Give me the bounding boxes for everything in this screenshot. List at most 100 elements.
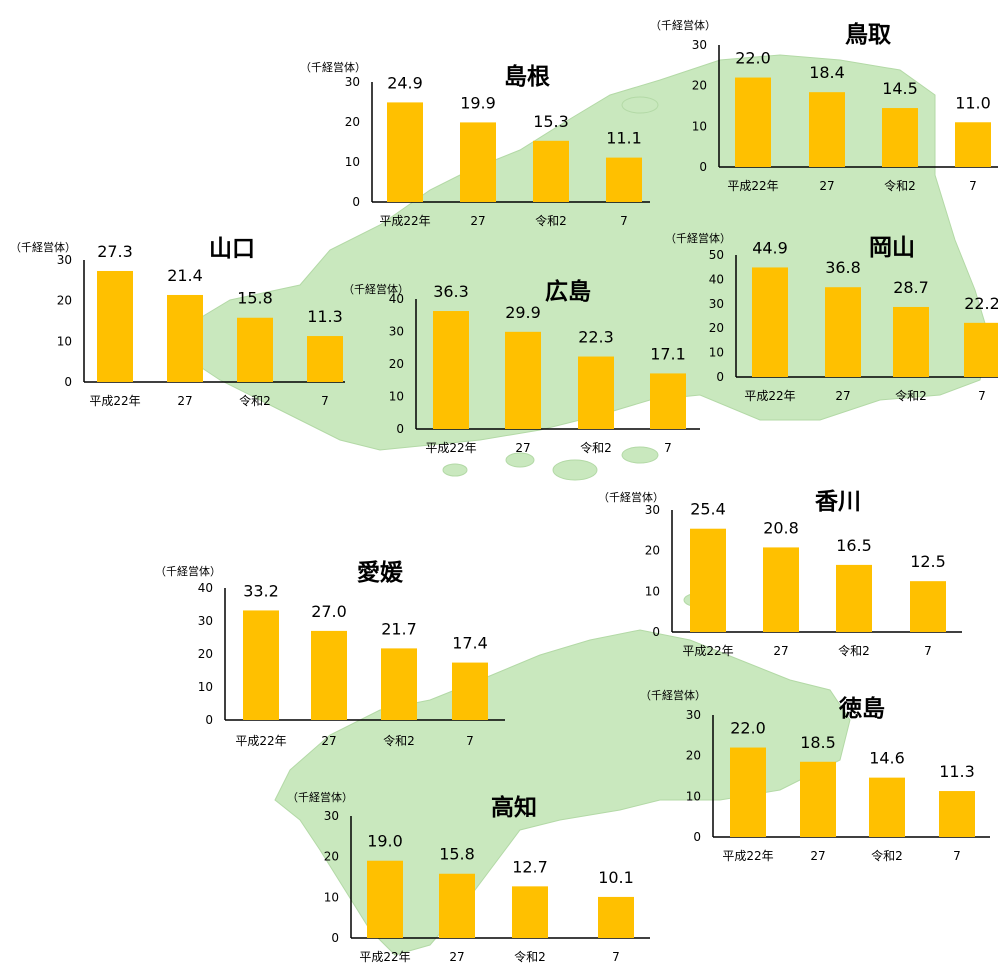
- x-tick-label: 平成22年: [727, 179, 778, 193]
- y-tick-label: 0: [396, 422, 404, 436]
- x-tick-label: 7: [953, 849, 961, 863]
- island-shape: [442, 463, 468, 477]
- data-label: 10.1: [598, 868, 634, 887]
- data-label: 17.4: [452, 634, 488, 653]
- data-label: 19.0: [367, 832, 403, 851]
- x-tick-label: 27: [177, 394, 192, 408]
- y-tick-label: 20: [692, 79, 707, 93]
- unit-label: （千経営体）: [300, 60, 366, 74]
- y-tick-label: 10: [324, 890, 339, 904]
- bar: [763, 547, 799, 632]
- y-tick-label: 0: [693, 830, 701, 844]
- x-tick-label: 7: [466, 734, 474, 748]
- chart-title: 岡山: [869, 235, 915, 261]
- chart-title: 高知: [491, 794, 537, 821]
- data-label: 22.0: [730, 719, 766, 738]
- bar: [606, 157, 642, 202]
- island-shape: [621, 96, 659, 114]
- x-tick-label: 令和2: [514, 949, 546, 964]
- y-tick-label: 40: [198, 581, 213, 595]
- chart-3: 山口 （千経営体） 0 10 20 30 27.3 平成22年 21.4 27 15.8 令和2 11.…: [10, 236, 345, 408]
- island-shape: [621, 446, 659, 464]
- x-tick-label: 令和2: [871, 848, 903, 863]
- data-label: 22.0: [735, 49, 771, 68]
- x-tick-label: 平成22年: [379, 214, 430, 228]
- chart-title: 島根: [504, 63, 550, 90]
- bar: [452, 662, 488, 720]
- unit-label: （千経営体）: [287, 790, 353, 804]
- y-tick-label: 20: [686, 749, 701, 763]
- y-tick-label: 30: [198, 614, 213, 628]
- data-label: 14.6: [869, 749, 905, 768]
- bar: [690, 528, 726, 632]
- y-tick-label: 20: [389, 357, 404, 371]
- x-tick-label: 7: [620, 214, 628, 228]
- bar: [367, 860, 403, 938]
- data-label: 15.3: [533, 112, 569, 131]
- data-label: 33.2: [243, 581, 279, 600]
- y-tick-label: 20: [57, 294, 72, 308]
- bar: [167, 294, 203, 382]
- y-tick-label: 0: [205, 713, 213, 727]
- y-tick-label: 50: [709, 248, 724, 262]
- y-tick-label: 0: [652, 625, 660, 639]
- data-label: 17.1: [650, 344, 686, 363]
- data-label: 20.8: [763, 518, 799, 537]
- island-shape: [552, 459, 598, 481]
- x-tick-label: 27: [470, 214, 485, 228]
- data-label: 11.0: [955, 93, 991, 112]
- data-label: 18.4: [809, 63, 845, 82]
- data-label: 27.0: [311, 602, 347, 621]
- x-tick-label: 平成22年: [235, 734, 286, 748]
- bar: [237, 317, 273, 382]
- bar: [964, 322, 998, 377]
- chart-6: 香川 （千経営体） 0 10 20 30 25.4 平成22年 20.8 27 16.5 令和2 12.…: [598, 489, 962, 658]
- bar: [439, 873, 475, 938]
- bar: [836, 564, 872, 632]
- bar: [307, 336, 343, 382]
- bar: [505, 331, 541, 429]
- y-tick-label: 30: [692, 38, 707, 52]
- x-tick-label: 27: [449, 950, 464, 964]
- chart-title: 山口: [209, 236, 255, 262]
- x-tick-label: 平成22年: [722, 849, 773, 863]
- x-tick-label: 令和2: [535, 213, 567, 228]
- x-tick-label: 令和2: [838, 643, 870, 658]
- unit-label: （千経営体）: [598, 490, 664, 504]
- chart-5: 岡山 （千経営体） 0 10 20 30 40 50 44.9 平成22年 36.8 27 28.7 令和…: [665, 231, 998, 403]
- island-shape: [505, 452, 535, 468]
- data-label: 22.3: [578, 328, 614, 347]
- data-label: 22.2: [964, 294, 998, 313]
- bar: [598, 896, 634, 938]
- data-label: 15.8: [439, 845, 475, 864]
- background-map: [179, 54, 991, 956]
- bar: [387, 102, 423, 202]
- data-label: 27.3: [97, 242, 133, 261]
- y-tick-label: 0: [64, 375, 72, 389]
- data-label: 24.9: [387, 73, 423, 92]
- chart-2: 鳥取 （千経営体） 0 10 20 30 22.0 平成22年 18.4 27 14.5 令和2 11.…: [650, 18, 998, 193]
- y-tick-label: 10: [57, 334, 72, 348]
- bar: [533, 140, 569, 202]
- y-tick-label: 20: [345, 115, 360, 129]
- y-tick-label: 20: [324, 850, 339, 864]
- data-label: 11.3: [939, 762, 975, 781]
- y-tick-label: 20: [709, 321, 724, 335]
- data-label: 12.7: [512, 857, 548, 876]
- data-label: 21.4: [167, 266, 203, 285]
- x-tick-label: 7: [612, 950, 620, 964]
- x-tick-label: 令和2: [895, 388, 927, 403]
- x-tick-label: 令和2: [580, 440, 612, 455]
- bar: [650, 373, 686, 429]
- x-tick-label: 平成22年: [89, 394, 140, 408]
- x-tick-label: 27: [819, 179, 834, 193]
- bar: [97, 270, 133, 382]
- unit-label: （千経営体）: [155, 564, 221, 578]
- y-tick-label: 10: [686, 789, 701, 803]
- data-label: 18.5: [800, 733, 836, 752]
- chart-8: 徳島 （千経営体） 0 10 20 30 22.0 平成22年 18.5 27 14.6 令和2 11.…: [640, 688, 990, 863]
- y-tick-label: 10: [198, 680, 213, 694]
- y-tick-label: 30: [389, 325, 404, 339]
- bar: [800, 761, 836, 837]
- x-tick-label: 7: [664, 441, 672, 455]
